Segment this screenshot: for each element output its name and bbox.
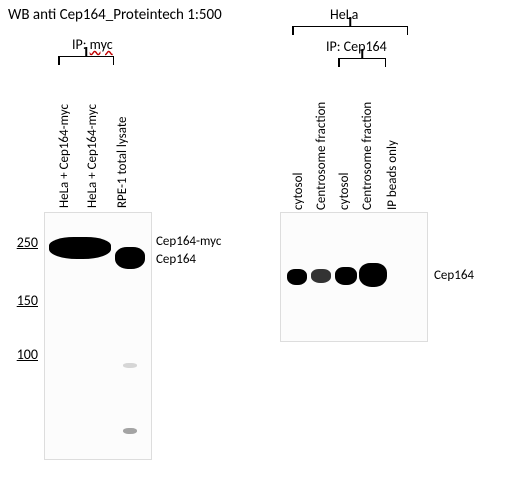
ip-prefix-r: IP: bbox=[326, 38, 344, 55]
left-lane-2: HeLa + Cep164-myc bbox=[85, 68, 100, 208]
band-cep164myc-lanes12 bbox=[49, 237, 111, 259]
right-hela-bracket bbox=[292, 26, 408, 27]
right-lane-2: Centrosome fraction bbox=[314, 70, 329, 210]
ip-prefix: IP: bbox=[72, 36, 90, 53]
left-ip-label: IP: myc bbox=[72, 36, 113, 53]
right-lane-3: cytosol bbox=[337, 70, 352, 210]
right-ip-label: IP: Cep164 bbox=[326, 38, 387, 55]
label-cep164-left: Cep164 bbox=[156, 252, 196, 267]
band-r2 bbox=[311, 269, 331, 283]
marker-250: 250 bbox=[6, 234, 38, 251]
marker-100: 100 bbox=[6, 346, 38, 363]
left-blot bbox=[44, 212, 152, 460]
band-r1 bbox=[287, 269, 307, 285]
right-blot bbox=[280, 212, 428, 342]
ip-target-cep164: Cep164 bbox=[344, 38, 387, 55]
right-ip-bracket bbox=[338, 58, 386, 59]
ip-target-myc: myc bbox=[90, 36, 113, 53]
label-cep164-right: Cep164 bbox=[434, 268, 474, 283]
faint-band-1 bbox=[123, 363, 137, 368]
right-lane-5: IP beads only bbox=[385, 70, 400, 210]
right-lane-4: Centrosome fraction bbox=[360, 70, 375, 210]
left-lane-3: RPE-1 total lysate bbox=[115, 68, 130, 208]
band-cep164-lane3 bbox=[115, 247, 145, 269]
wb-title: WB anti Cep164_Proteintech 1:500 bbox=[8, 6, 222, 24]
faint-band-2 bbox=[123, 428, 137, 434]
marker-150: 150 bbox=[6, 292, 38, 309]
left-ip-bracket bbox=[58, 56, 114, 57]
right-cellline: HeLa bbox=[330, 6, 358, 23]
label-cep164-myc: Cep164-myc bbox=[156, 234, 221, 249]
left-lane-1: HeLa + Cep164-myc bbox=[57, 68, 72, 208]
band-r3 bbox=[335, 267, 357, 285]
band-r4 bbox=[359, 263, 387, 287]
right-lane-1: cytosol bbox=[291, 70, 306, 210]
